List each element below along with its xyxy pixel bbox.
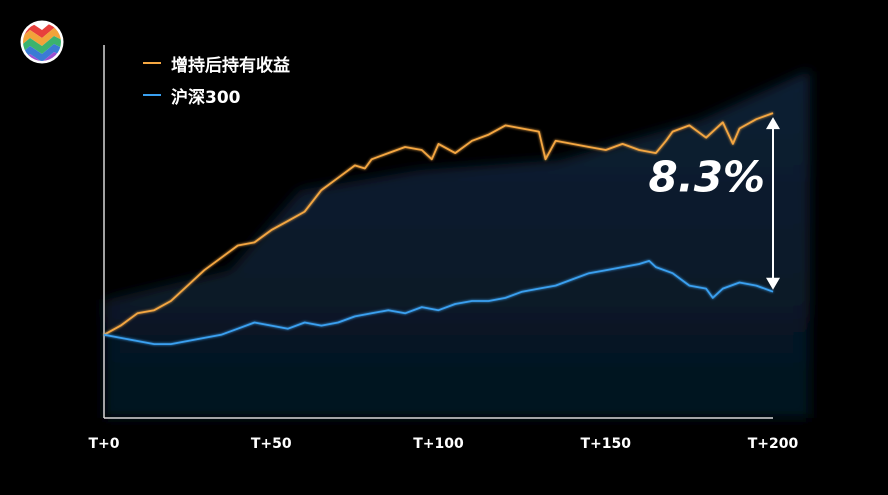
annotation-arrow-down-icon <box>766 277 780 290</box>
legend-label-increase: 增持后持有收益 <box>171 55 290 76</box>
background-area <box>104 70 810 418</box>
legend-item-csi300: 沪深300 <box>143 82 290 108</box>
logo-stripe <box>23 44 61 61</box>
series-line-increase <box>103 112 774 336</box>
app-logo-icon <box>20 20 64 64</box>
chart-series <box>103 112 774 345</box>
legend-swatch-increase <box>143 62 161 64</box>
legend-item-increase: 增持后持有收益 <box>143 50 290 76</box>
annotation-label: 8.3% <box>649 152 765 201</box>
x-tick-label: T+150 <box>580 436 631 452</box>
logo-stripe <box>23 28 61 48</box>
x-tick-label: T+100 <box>413 436 464 452</box>
x-tick-label: T+0 <box>88 436 119 452</box>
chart-legend: 增持后持有收益 沪深300 <box>143 50 290 114</box>
legend-label-csi300: 沪深300 <box>171 87 241 108</box>
x-tick-label: T+50 <box>251 436 292 452</box>
background-glow <box>104 70 810 418</box>
logo-stripe <box>23 36 61 56</box>
legend-swatch-csi300 <box>143 94 161 96</box>
chart-axes: T+0 T+50 T+100 T+150 T+200 <box>88 45 799 452</box>
x-tick-label: T+200 <box>748 436 799 452</box>
chart-annotation: 8.3% <box>649 117 780 290</box>
annotation-arrow-up-icon <box>766 117 780 130</box>
series-line-csi300 <box>103 260 774 345</box>
